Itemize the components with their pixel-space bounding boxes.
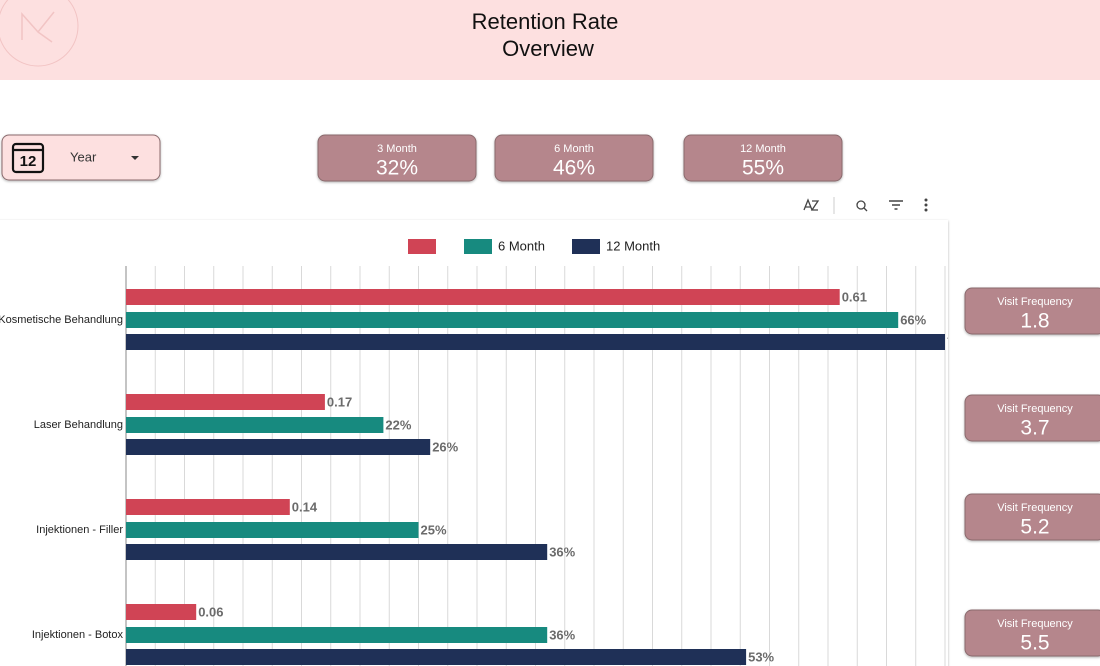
visit-frequency-cards: Visit Frequency 1.8 Visit Frequency 3.7 Visi… <box>964 287 1100 657</box>
bar <box>126 417 384 433</box>
legend-swatch <box>572 239 600 254</box>
legend-swatch <box>464 239 492 254</box>
bar <box>126 394 325 410</box>
value-label: 0.06 <box>198 604 223 619</box>
more-icon[interactable] <box>924 208 928 212</box>
more-icon[interactable] <box>924 198 928 202</box>
card-value: 46% <box>553 157 595 180</box>
y-tick-label: Kosmetische Behandlung <box>0 314 123 326</box>
legend-label: 6 Month <box>498 238 545 253</box>
card-value: 5.5 <box>1020 632 1049 655</box>
logo-mark <box>21 11 55 43</box>
y-tick-label: Injektionen - Botox <box>32 629 124 641</box>
value-label: 25% <box>421 522 447 537</box>
y-tick-label: Injektionen - Filler <box>36 524 123 536</box>
value-label: 22% <box>385 417 411 432</box>
y-tick-label: Laser Behandlung <box>34 419 123 431</box>
value-label: 36% <box>549 544 575 559</box>
value-label: 26% <box>432 439 458 454</box>
card-value: 55% <box>742 157 784 180</box>
card-value: 32% <box>376 157 418 180</box>
bar <box>126 522 419 538</box>
logo <box>0 0 79 67</box>
bar <box>126 649 747 665</box>
title: Retention Rate <box>472 9 619 34</box>
legend-label: 12 Month <box>606 238 660 253</box>
card <box>964 609 1100 657</box>
filter-icon[interactable] <box>889 200 903 210</box>
sort-icon[interactable] <box>803 198 820 211</box>
bar <box>126 544 548 560</box>
bar <box>126 499 290 515</box>
title: Overview <box>502 36 594 61</box>
date-filter[interactable]: 12 Year <box>1 134 161 181</box>
value-label: 0.14 <box>292 499 318 514</box>
card-label: 12 Month <box>740 143 786 155</box>
card <box>964 493 1100 541</box>
card-label: 3 Month <box>377 143 417 155</box>
card <box>317 134 477 182</box>
more-icon[interactable] <box>924 203 928 207</box>
legend-swatch <box>408 239 436 254</box>
calendar-day: 12 <box>20 153 37 170</box>
value-label: 0.61 <box>842 289 867 304</box>
legend: 6 Month 12 Month <box>408 238 660 254</box>
card-label: Visit Frequency <box>997 502 1073 514</box>
card-value: 1.8 <box>1020 310 1049 333</box>
value-label: 66% <box>900 312 926 327</box>
card-label: 6 Month <box>554 143 594 155</box>
value-label: 70% <box>947 334 973 349</box>
card <box>494 134 654 182</box>
value-label: 0.17 <box>327 394 352 409</box>
bar <box>126 334 945 350</box>
bar <box>126 627 548 643</box>
card-value: 5.2 <box>1020 516 1049 539</box>
bar <box>126 312 899 328</box>
card <box>964 287 1100 335</box>
card <box>683 134 843 182</box>
card-label: Visit Frequency <box>997 403 1073 415</box>
dropdown[interactable] <box>1 134 161 181</box>
plot: 0.61 66% 70% 0.17 22% 26% 0.14 25% 36% 0.06 36% 53% <box>125 266 973 666</box>
card-value: 3.7 <box>1020 417 1049 440</box>
dropdown-label[interactable]: Year <box>70 149 97 164</box>
calendar-icon <box>11 142 45 174</box>
card <box>964 394 1100 442</box>
header-band <box>0 0 1100 80</box>
bar <box>126 289 840 305</box>
bar <box>126 439 431 455</box>
card-label: Visit Frequency <box>997 296 1073 308</box>
card-label: Visit Frequency <box>997 618 1073 630</box>
kpi-cards: 3 Month 32% 6 Month 46% 12 Month 55% <box>317 134 843 182</box>
bar <box>126 604 197 620</box>
value-label: 53% <box>748 649 774 664</box>
zoom-icon[interactable] <box>863 207 868 212</box>
toolbar <box>803 197 928 214</box>
zoom-icon[interactable] <box>856 200 866 210</box>
value-label: 36% <box>549 627 575 642</box>
dropdown-arrow[interactable] <box>131 156 139 160</box>
